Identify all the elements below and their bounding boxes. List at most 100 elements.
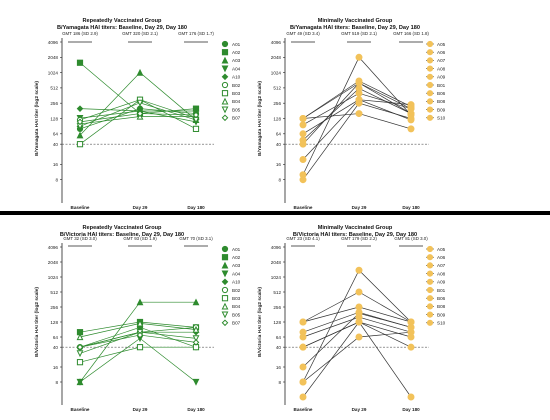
legend-label: A01 xyxy=(232,42,241,47)
data-point-b05 xyxy=(136,99,144,107)
legend-label: B04 xyxy=(232,304,241,309)
data-point-b08 xyxy=(299,176,307,184)
y-tick-label: 512 xyxy=(50,86,58,91)
legend-marker xyxy=(426,106,434,113)
data-point-b05 xyxy=(192,335,200,343)
legend-label: A08 xyxy=(437,66,446,71)
legend-label: A09 xyxy=(437,75,446,80)
legend-label: A08 xyxy=(437,271,446,276)
chart-subtitle: B/Yamagata HAI titers: Baseline, Day 29,… xyxy=(290,25,420,31)
series-line-a03 xyxy=(79,301,196,383)
y-tick-label: 128 xyxy=(273,320,281,325)
y-axis-label: B/Yamagata HAI titer (log2 scale) xyxy=(257,81,263,156)
y-tick-label: 128 xyxy=(273,116,281,121)
legend-marker xyxy=(221,40,229,48)
data-point-a03 xyxy=(192,298,200,306)
y-axis-label: B/Victoria HAI titer (log2 scale) xyxy=(257,287,263,357)
data-point-s10 xyxy=(299,378,307,386)
legend-label: B01 xyxy=(437,288,446,293)
gmt-label: GMT 186 (SD 2.9) xyxy=(62,31,98,36)
y-tick-label: 2048 xyxy=(48,55,59,60)
chart-title: Minimally Vaccinated Group xyxy=(318,225,393,231)
y-tick-label: 128 xyxy=(50,116,58,121)
legend-marker xyxy=(426,81,434,89)
data-point-a03 xyxy=(136,298,144,306)
legend-marker xyxy=(426,295,434,302)
y-tick-label: 40 xyxy=(53,345,59,350)
y-tick-label: 8 xyxy=(278,380,281,385)
data-point-b01 xyxy=(355,288,363,296)
legend-marker xyxy=(426,98,434,105)
y-tick-label: 1024 xyxy=(48,275,59,280)
gmt-label: GMT 320 (SD 2.1) xyxy=(122,31,158,36)
legend-marker xyxy=(426,40,434,48)
chart-subtitle: B/Victoria HAI titers: Baseline, Day 29,… xyxy=(293,232,417,238)
data-point-b09 xyxy=(355,308,363,316)
legend-marker xyxy=(426,254,434,261)
y-tick-label: 1024 xyxy=(271,275,282,280)
y-tick-label: 256 xyxy=(273,305,281,310)
legend-label: B06 xyxy=(437,91,446,96)
legend-marker xyxy=(221,49,229,56)
legend-label: B05 xyxy=(232,107,241,112)
legend-marker xyxy=(221,254,229,261)
legend-label: A04 xyxy=(232,66,241,71)
y-tick-label: 512 xyxy=(50,290,58,295)
data-point-a09 xyxy=(355,266,363,274)
data-point-a04 xyxy=(76,378,84,386)
legend-marker xyxy=(221,106,229,114)
data-point-b09 xyxy=(299,328,307,336)
legend-marker xyxy=(221,73,229,81)
legend-label: A07 xyxy=(437,263,446,268)
data-point-b08 xyxy=(299,393,307,401)
legend-marker xyxy=(426,65,434,72)
data-point-b08 xyxy=(355,99,363,107)
legend-label: A01 xyxy=(232,247,241,252)
data-point-a08 xyxy=(299,155,307,163)
legend-label: S10 xyxy=(437,321,446,326)
legend-marker xyxy=(221,319,229,327)
data-point-b07 xyxy=(136,331,144,339)
x-tick-label: Baseline xyxy=(71,205,90,210)
data-point-s10 xyxy=(355,333,363,341)
legend-marker xyxy=(426,311,434,318)
data-point-b01 xyxy=(299,318,307,326)
x-tick-label: Day 180 xyxy=(187,205,205,210)
legend-marker xyxy=(221,114,229,122)
data-point-b07 xyxy=(192,111,200,119)
data-point-b04 xyxy=(192,325,200,333)
y-tick-label: 1024 xyxy=(271,70,282,75)
data-point-b03 xyxy=(136,344,144,351)
legend-label: A05 xyxy=(437,247,446,252)
gmt-label: GMT 49 (SD 3.4) xyxy=(286,31,320,36)
legend-label: A10 xyxy=(232,75,241,80)
legend-label: A03 xyxy=(232,263,241,268)
panel-separator xyxy=(0,211,550,215)
data-point-b08 xyxy=(407,393,415,401)
y-tick-label: 16 xyxy=(276,162,282,167)
chart-subtitle: B/Yamagata HAI titers: Baseline, Day 29,… xyxy=(57,25,187,31)
data-point-b06 xyxy=(407,343,415,351)
legend-label: B02 xyxy=(232,83,241,88)
legend-label: S10 xyxy=(437,116,446,121)
legend-marker xyxy=(426,286,434,294)
legend-marker xyxy=(221,56,229,64)
x-tick-label: Day 180 xyxy=(402,205,420,210)
x-tick-label: Day 180 xyxy=(402,407,420,412)
legend-label: B07 xyxy=(232,321,241,326)
y-tick-label: 256 xyxy=(50,101,58,106)
legend-marker xyxy=(426,319,434,326)
y-tick-label: 512 xyxy=(273,290,281,295)
legend-label: A10 xyxy=(232,280,241,285)
data-point-b07 xyxy=(192,339,200,346)
y-tick-label: 2048 xyxy=(271,55,282,60)
chart-subtitle: B/Victoria HAI titers: Baseline, Day 29,… xyxy=(60,232,184,238)
legend-label: A02 xyxy=(232,255,241,260)
data-point-b07 xyxy=(76,118,84,126)
data-point-b03 xyxy=(192,125,200,132)
legend-label: B08 xyxy=(437,99,446,104)
